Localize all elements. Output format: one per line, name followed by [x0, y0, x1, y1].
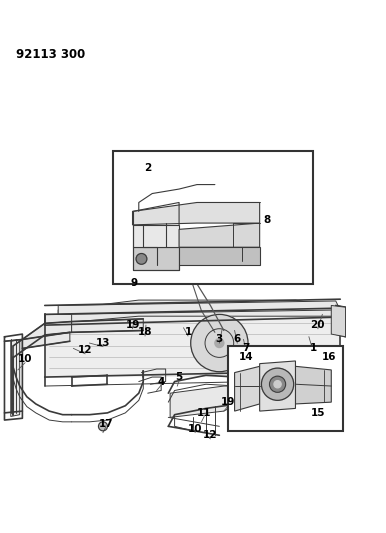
Text: 12: 12 [78, 345, 92, 355]
Bar [228, 346, 343, 431]
Polygon shape [72, 319, 143, 332]
Text: 1: 1 [310, 343, 317, 353]
Text: 1: 1 [185, 327, 192, 337]
Text: 10: 10 [188, 424, 202, 434]
Polygon shape [11, 340, 20, 416]
Polygon shape [132, 203, 260, 225]
Text: 5: 5 [176, 372, 183, 382]
Polygon shape [336, 305, 345, 332]
Circle shape [191, 314, 248, 372]
Polygon shape [132, 247, 179, 270]
Text: 20: 20 [311, 320, 325, 330]
Circle shape [269, 376, 286, 392]
Text: 4: 4 [157, 376, 165, 386]
Polygon shape [14, 321, 72, 358]
Polygon shape [295, 366, 331, 404]
Text: 8: 8 [263, 215, 271, 225]
Text: 3: 3 [216, 335, 223, 344]
Bar [113, 150, 313, 284]
Polygon shape [58, 301, 340, 314]
Text: 15: 15 [311, 408, 325, 418]
Polygon shape [58, 300, 340, 324]
Circle shape [215, 338, 224, 348]
Text: 7: 7 [242, 343, 250, 353]
Polygon shape [235, 366, 260, 411]
Polygon shape [331, 305, 345, 337]
Text: 13: 13 [96, 338, 110, 348]
Text: 18: 18 [138, 327, 152, 337]
Polygon shape [170, 386, 237, 417]
Text: 92113 300: 92113 300 [16, 47, 85, 61]
Text: 17: 17 [98, 418, 113, 429]
Circle shape [136, 254, 147, 264]
Text: 2: 2 [144, 164, 151, 173]
Polygon shape [45, 308, 340, 377]
Circle shape [274, 381, 281, 388]
Text: 10: 10 [18, 354, 32, 364]
Circle shape [98, 422, 107, 431]
Text: 16: 16 [322, 352, 337, 362]
Text: 6: 6 [234, 335, 241, 344]
Circle shape [261, 368, 294, 400]
Text: 19: 19 [125, 320, 140, 330]
Polygon shape [132, 225, 179, 247]
Text: 9: 9 [131, 278, 138, 288]
Text: 19: 19 [221, 397, 235, 407]
Text: 11: 11 [197, 408, 212, 418]
Text: 12: 12 [203, 430, 218, 440]
Polygon shape [179, 223, 260, 247]
Polygon shape [179, 247, 260, 265]
Text: 14: 14 [239, 352, 254, 362]
Polygon shape [45, 314, 72, 325]
Polygon shape [260, 361, 295, 411]
Polygon shape [22, 332, 70, 349]
